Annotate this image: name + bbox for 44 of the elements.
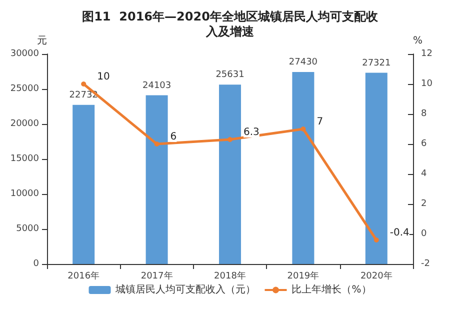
x-tick-label: 2018年: [214, 270, 246, 282]
x-tick-label: 2016年: [68, 270, 100, 282]
data-label: 25631: [216, 70, 244, 80]
data-label: 27321: [362, 58, 391, 68]
data-label: 6.3: [244, 127, 260, 138]
chart-title: 图11 2016年—2020年全地区城镇居民人均可支配收入及增速: [82, 10, 379, 38]
y2-tick-label: 4: [421, 169, 427, 179]
bar: [292, 72, 314, 264]
data-label: 7: [316, 116, 324, 128]
point: [374, 238, 379, 242]
y2-tick-label: 10: [421, 79, 433, 89]
point: [228, 137, 232, 142]
y-tick-label: 5000: [16, 224, 40, 234]
data-label: 27430: [288, 57, 318, 68]
point: [300, 126, 306, 132]
y2-axis-title: %: [413, 36, 423, 46]
y-tick-label: 10000: [10, 189, 40, 199]
data-label: -0.4: [390, 228, 410, 238]
data-label: 6: [170, 132, 177, 142]
y2-tick-label: 8: [421, 109, 427, 119]
bar: [72, 104, 95, 264]
x-tick-label: 2019年: [287, 270, 320, 282]
y2-tick-label: -2: [421, 259, 430, 269]
bar: [219, 84, 241, 264]
y2-tick-label: 2: [421, 199, 427, 209]
x-tick-label: 2017年: [140, 270, 173, 282]
y-tick-label: 0: [33, 259, 40, 269]
legend-label: 比上年增长（%）: [292, 284, 372, 296]
data-label: 10: [97, 72, 110, 82]
y2-tick-label: 12: [421, 49, 432, 59]
x-tick-label: 2020年: [360, 270, 392, 282]
point: [154, 142, 160, 146]
y2-tick-label: 6: [421, 139, 427, 149]
y-tick-label: 25000: [10, 84, 40, 94]
legend-label: 城镇居民人均可支配收入（元）: [114, 284, 256, 296]
point: [81, 82, 86, 86]
bar: [146, 95, 168, 264]
y-tick-label: 30000: [10, 49, 40, 59]
y-tick-label: 15000: [10, 154, 40, 164]
y2-tick-label: 0: [421, 229, 427, 239]
data-label: 24103: [142, 80, 172, 91]
y-tick-label: 20000: [10, 119, 40, 129]
y-axis-title: 元: [37, 36, 47, 46]
bar: [365, 72, 388, 264]
